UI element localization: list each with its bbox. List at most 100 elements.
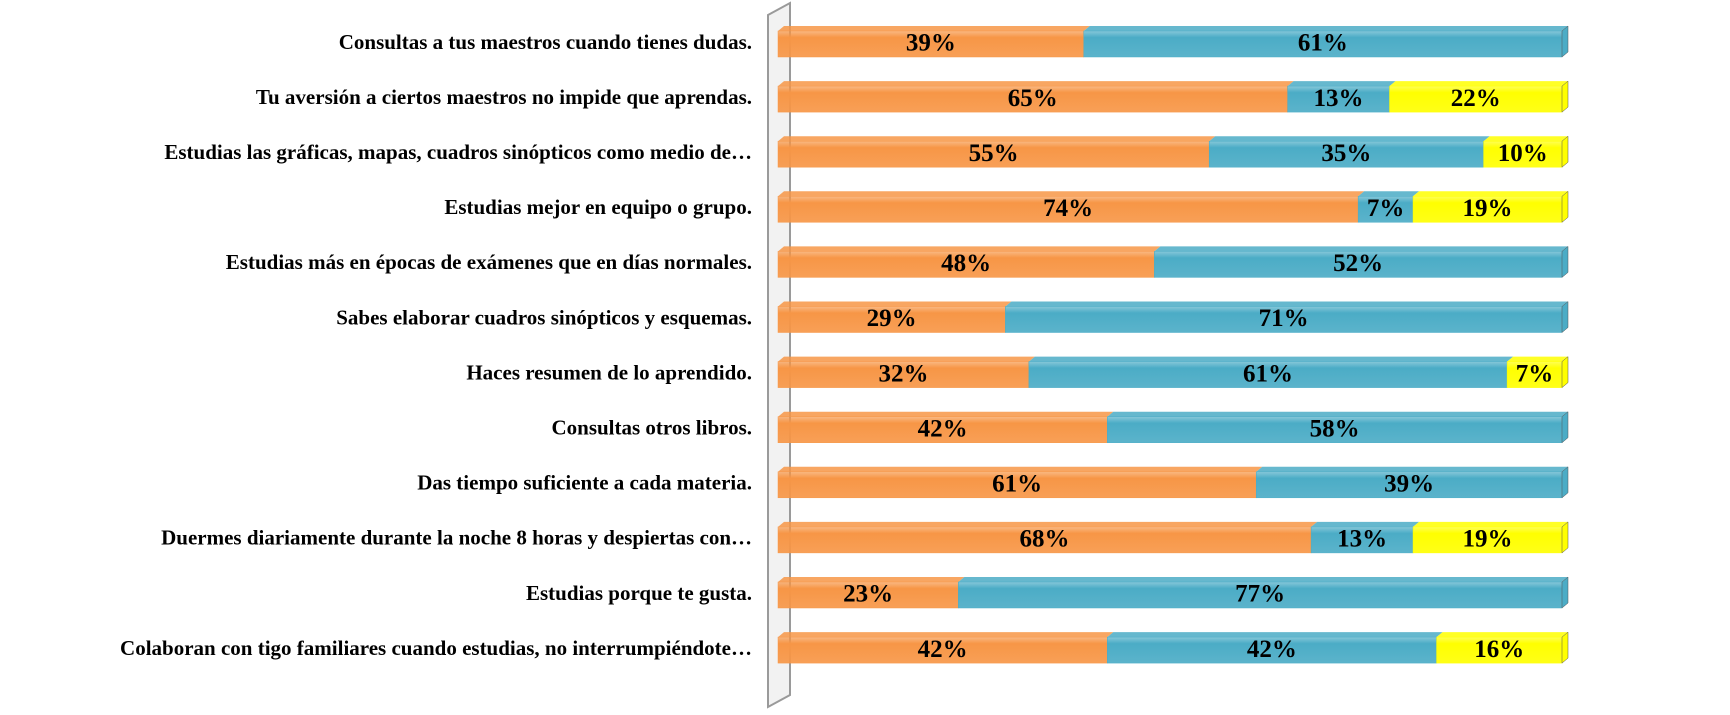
- value-label: 23%: [843, 581, 893, 608]
- bar-segment: [777, 196, 1359, 223]
- value-label: 39%: [906, 30, 956, 57]
- value-label: 61%: [1298, 30, 1348, 57]
- bar-top: [1358, 191, 1420, 197]
- bar-end: [1561, 80, 1569, 113]
- value-label: 61%: [1243, 360, 1293, 387]
- bar-end: [1561, 466, 1569, 499]
- bar-top: [1507, 356, 1568, 362]
- bar-top: [778, 411, 1114, 417]
- value-label: 71%: [1259, 305, 1309, 332]
- bar-top: [1256, 466, 1568, 472]
- category-label: Tu aversión a ciertos maestros no impide…: [256, 85, 752, 109]
- value-label: 16%: [1474, 636, 1524, 663]
- bar-segment: [1506, 361, 1563, 388]
- value-label: 32%: [878, 360, 928, 387]
- bar-segment: [1412, 526, 1563, 554]
- category-label: Colaboran con tigo familiares cuando est…: [120, 636, 752, 660]
- bar-segment: [1483, 140, 1563, 168]
- bar-segment: [777, 306, 1006, 333]
- bar-top: [778, 246, 1161, 252]
- value-label: 35%: [1321, 140, 1371, 167]
- value-label: 52%: [1333, 250, 1383, 277]
- bar-segment: [1028, 361, 1508, 388]
- bar-end: [1561, 245, 1569, 278]
- bar-top: [1413, 521, 1568, 527]
- value-label: 74%: [1043, 195, 1093, 222]
- bar-top: [778, 577, 965, 582]
- value-label: 29%: [867, 305, 917, 332]
- bar-top: [1083, 26, 1568, 31]
- value-label: 13%: [1314, 85, 1364, 112]
- bar-segment: [1005, 306, 1563, 333]
- category-label: Consultas a tus maestros cuando tienes d…: [339, 30, 752, 54]
- bar-top: [778, 26, 1090, 31]
- bar-top: [778, 136, 1216, 142]
- bar-top: [778, 521, 1318, 527]
- bar-top: [778, 466, 1263, 472]
- category-label: Estudias las gráficas, mapas, cuadros si…: [164, 140, 752, 164]
- bar-end: [1561, 190, 1569, 223]
- bar-top: [1209, 136, 1490, 142]
- bar-top: [778, 356, 1035, 362]
- bar-segment: [1436, 636, 1563, 664]
- bar-segment: [1208, 140, 1484, 168]
- value-label: 42%: [918, 415, 968, 442]
- value-label: 77%: [1235, 581, 1285, 608]
- value-label: 58%: [1310, 415, 1360, 442]
- category-label: Consultas otros libros.: [551, 416, 752, 440]
- bar-segment: [777, 416, 1108, 443]
- bar-top: [778, 81, 1294, 87]
- bar-end: [1561, 356, 1569, 389]
- bar-top: [778, 301, 1012, 307]
- bar-segment: [777, 361, 1030, 388]
- bar-segment: [1310, 526, 1414, 554]
- value-label: 48%: [941, 250, 991, 277]
- bar-segment: [777, 30, 1085, 58]
- value-label: 10%: [1498, 140, 1548, 167]
- category-label: Das tiempo suficiente a cada materia.: [417, 471, 752, 495]
- bar-end: [1561, 25, 1569, 58]
- value-label: 22%: [1451, 85, 1501, 112]
- bar-end: [1561, 631, 1569, 664]
- bar-top: [1389, 81, 1568, 87]
- bar-top: [1436, 632, 1568, 638]
- value-label: 7%: [1367, 195, 1405, 222]
- bar-end: [1561, 521, 1569, 554]
- bar-end: [1561, 411, 1569, 444]
- bar-top: [1107, 411, 1568, 417]
- category-label: Haces resumen de lo aprendido.: [466, 360, 752, 384]
- value-label: 55%: [969, 140, 1019, 167]
- bar-top: [1028, 356, 1514, 362]
- bar-top: [1483, 136, 1568, 142]
- bar-segment: [1154, 251, 1563, 278]
- value-label: 42%: [1247, 636, 1297, 663]
- value-label: 19%: [1463, 195, 1513, 222]
- bar-segment: [1412, 196, 1563, 223]
- bar-top: [1311, 521, 1420, 527]
- value-label: 61%: [992, 471, 1042, 498]
- bar-top: [1413, 191, 1568, 197]
- bar-top: [1287, 81, 1396, 87]
- category-label: Sabes elaborar cuadros sinópticos y esqu…: [336, 305, 752, 329]
- value-label: 39%: [1384, 471, 1434, 498]
- bar-end: [1561, 135, 1569, 168]
- category-label: Estudias porque te gusta.: [526, 581, 752, 605]
- bar-end: [1561, 576, 1569, 609]
- value-label: 7%: [1516, 360, 1554, 387]
- bar-top: [778, 632, 1114, 638]
- bar-top: [1154, 246, 1568, 252]
- value-label: 65%: [1008, 85, 1058, 112]
- bar-segment: [958, 581, 1563, 609]
- category-label: Estudias más en épocas de exámenes que e…: [226, 250, 752, 274]
- value-label: 42%: [918, 636, 968, 663]
- bar-segment: [777, 251, 1155, 278]
- value-label: 68%: [1020, 526, 1070, 553]
- bar-end: [1561, 300, 1569, 334]
- bar-top: [778, 191, 1365, 197]
- bar-segment: [1107, 416, 1563, 443]
- bar-top: [1107, 632, 1443, 638]
- value-label: 13%: [1337, 526, 1387, 553]
- value-label: 19%: [1463, 526, 1513, 553]
- bar-segment: [777, 471, 1257, 499]
